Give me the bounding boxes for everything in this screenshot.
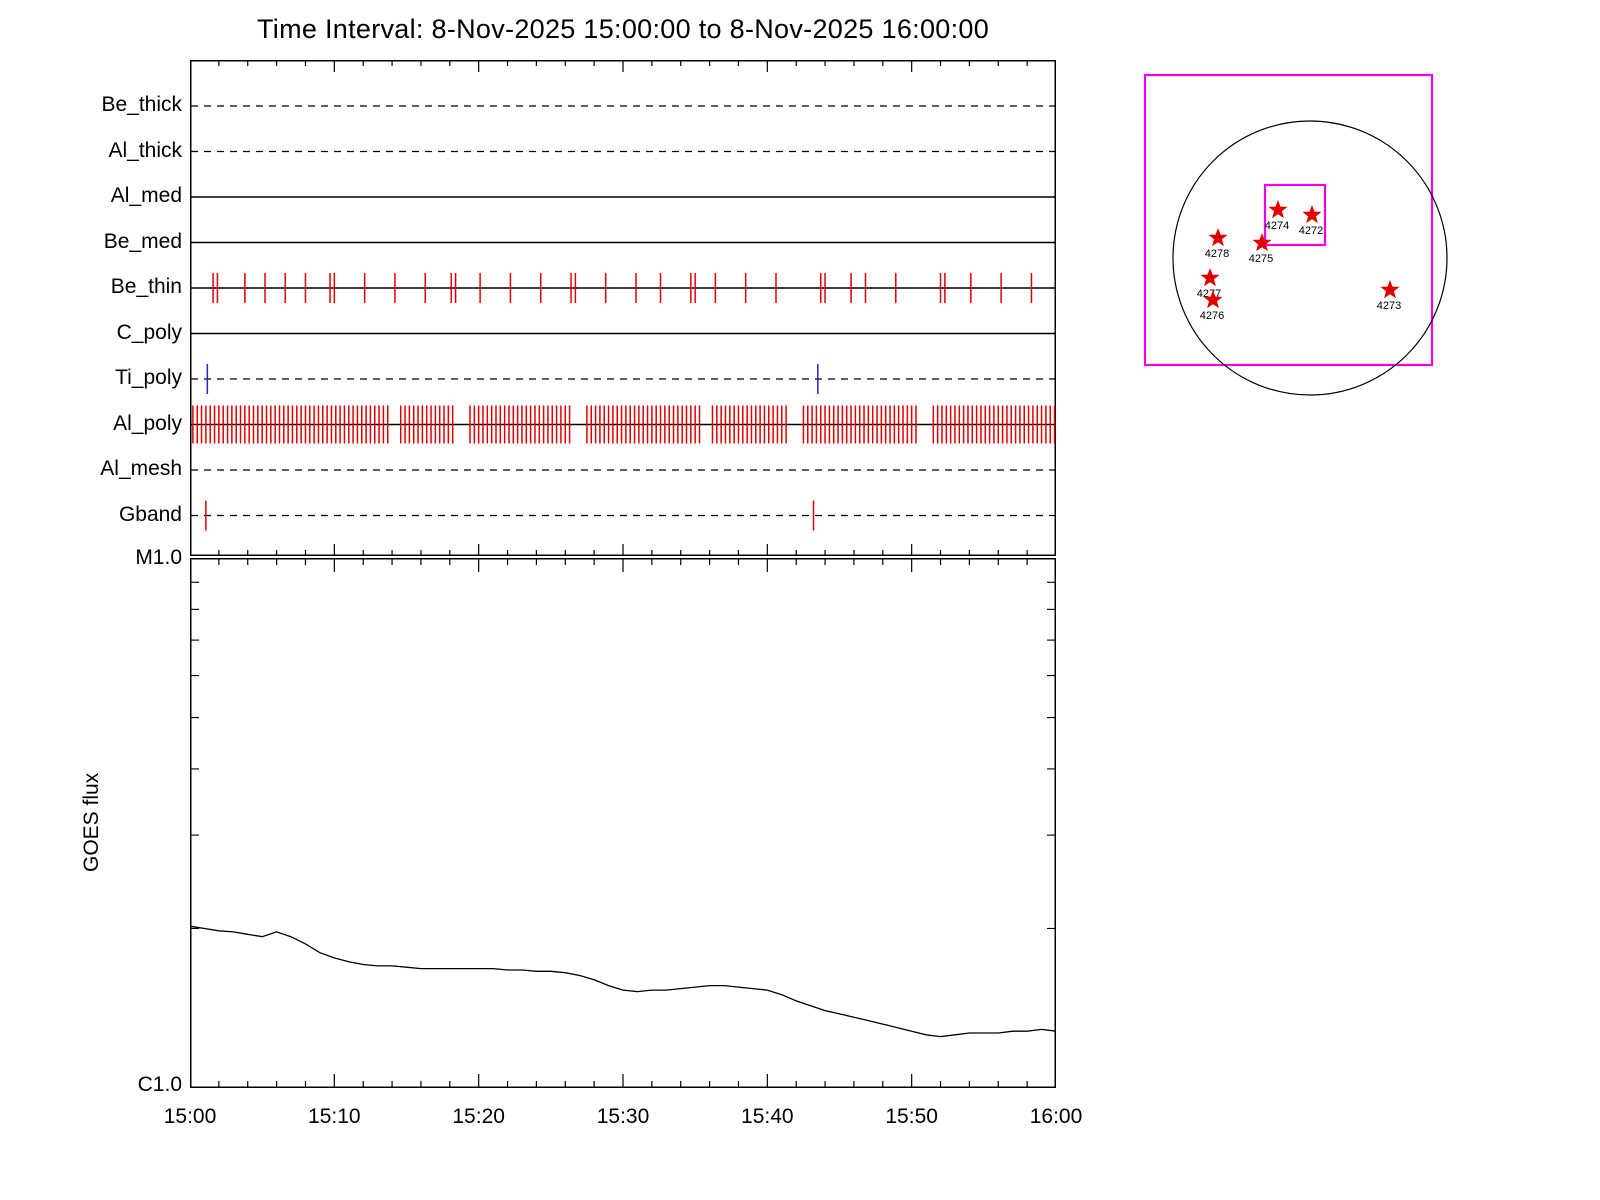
filter-row-Ti_poly [191, 364, 1055, 394]
time-tick-label: 15:30 [596, 1105, 650, 1128]
goes-m1-label: M1.0 [135, 546, 182, 569]
time-tick-label: 15:10 [308, 1105, 361, 1128]
filter-label-Be_thin: Be_thin [110, 275, 182, 298]
goes-flux-line [190, 925, 1056, 1038]
active-region-number-4272: 4272 [1299, 225, 1323, 237]
filter-label-Gband: Gband [118, 502, 182, 526]
time-tick-label: 15:40 [741, 1105, 794, 1128]
filter-label-Al_thick: Al_thick [108, 138, 182, 162]
goes-c1-label: C1.0 [137, 1073, 182, 1096]
active-region-number-4274: 4274 [1265, 220, 1289, 232]
active-region-number-4273: 4273 [1377, 300, 1401, 312]
filter-timeline-panel [190, 60, 1056, 556]
active-region-star-4277 [1200, 268, 1220, 287]
filter-label-Ti_poly: Ti_poly [115, 366, 182, 389]
time-tick-label: 15:00 [163, 1105, 217, 1128]
active-region-star-4272 [1302, 205, 1322, 224]
fov-box [1143, 73, 1434, 367]
time-tick-label: 16:00 [1029, 1105, 1083, 1128]
filter-label-Be_thick: Be_thick [101, 93, 182, 116]
filter-label-Al_med: Al_med [110, 184, 182, 207]
filter-label-Al_mesh: Al_mesh [100, 457, 182, 480]
filter-row-Be_thin [191, 273, 1055, 303]
time-tick-label: 15:20 [452, 1105, 505, 1128]
active-region-star-4278 [1208, 228, 1228, 247]
goes-flux-axis-label: GOES flux [80, 772, 103, 872]
active-region-star-4273 [1380, 280, 1400, 299]
active-region-number-4275: 4275 [1249, 253, 1273, 265]
active-region-number-4278: 4278 [1205, 248, 1229, 260]
filter-label-Be_med: Be_med [103, 229, 182, 253]
time-tick-label: 15:50 [885, 1105, 938, 1128]
filter-row-Al_poly [191, 405, 1056, 444]
active-region-star-4275 [1252, 233, 1272, 252]
sub-fov-box [1263, 183, 1327, 247]
goes-frame [190, 558, 1056, 1088]
goes-flux-panel [190, 558, 1056, 1088]
solar-limb-circle [1172, 120, 1448, 396]
plot-title: Time Interval: 8-Nov-2025 15:00:00 to 8-… [256, 14, 990, 44]
filter-label-Al_poly: Al_poly [113, 411, 182, 435]
timeline-frame [190, 60, 1056, 556]
filter-row-Gband [191, 500, 1055, 531]
active-region-star-4276 [1203, 290, 1223, 309]
active-region-star-4274 [1268, 200, 1288, 219]
filter-label-C_poly: C_poly [116, 320, 182, 344]
active-region-number-4276: 4276 [1200, 310, 1224, 322]
